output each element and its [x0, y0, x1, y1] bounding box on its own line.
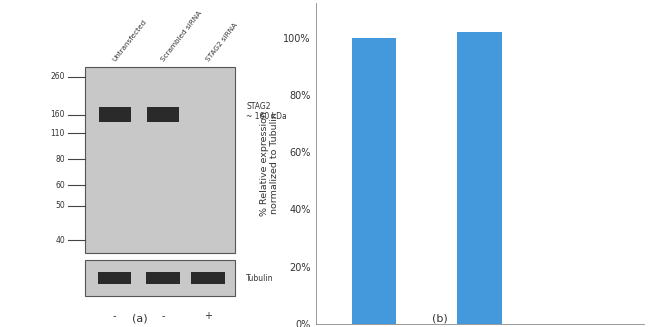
Bar	[84, 67, 235, 253]
Text: Tubulin: Tubulin	[246, 274, 274, 283]
Bar	[352, 38, 396, 324]
Bar	[458, 32, 502, 324]
Text: 60: 60	[55, 181, 65, 190]
Text: -: -	[161, 311, 164, 321]
Text: 40: 40	[55, 236, 65, 245]
Text: Scrambled siRNA: Scrambled siRNA	[160, 10, 203, 62]
Bar	[146, 272, 179, 284]
Text: 160: 160	[51, 110, 65, 119]
Text: 260: 260	[51, 72, 65, 81]
Bar	[191, 272, 225, 284]
Text: Untransfected: Untransfected	[112, 19, 148, 62]
Text: 50: 50	[55, 201, 65, 210]
Bar	[99, 107, 131, 122]
Bar	[98, 272, 131, 284]
Text: STAG2
~ 160 kDa: STAG2 ~ 160 kDa	[246, 102, 287, 121]
Text: 80: 80	[55, 155, 65, 164]
Text: -: -	[113, 311, 116, 321]
Text: (a): (a)	[133, 314, 148, 324]
Bar	[84, 260, 235, 297]
Bar	[147, 107, 179, 122]
Text: (b): (b)	[432, 314, 448, 324]
Text: STAG2 siRNA: STAG2 siRNA	[205, 22, 239, 62]
Y-axis label: % Relative expression
normalized to Tubulin: % Relative expression normalized to Tubu…	[259, 111, 279, 216]
Text: 110: 110	[51, 129, 65, 138]
Text: +: +	[204, 311, 212, 321]
